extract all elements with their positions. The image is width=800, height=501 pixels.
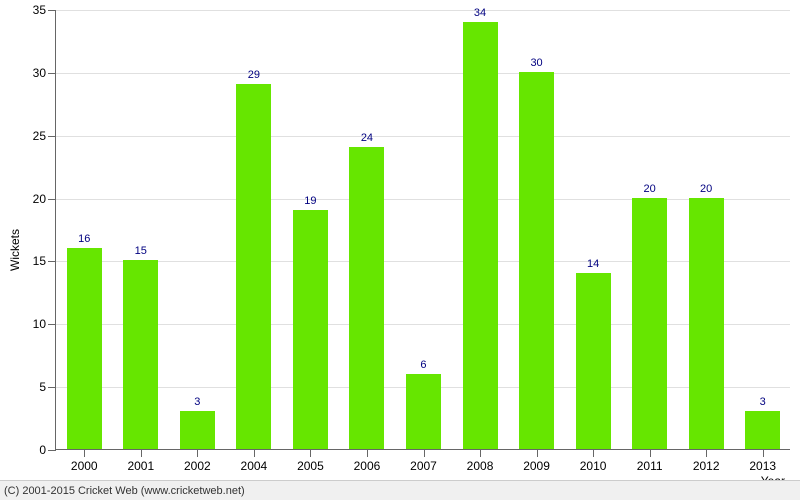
x-tick <box>197 449 198 457</box>
x-tick <box>593 449 594 457</box>
x-tick-label: 2011 <box>637 459 663 473</box>
bar: 6 <box>406 374 441 449</box>
y-tick <box>48 324 56 325</box>
x-tick-label: 2006 <box>354 459 381 473</box>
x-tick-label: 2004 <box>241 459 268 473</box>
bar: 14 <box>576 273 611 449</box>
bar-value-label: 16 <box>78 233 90 245</box>
bar: 20 <box>632 198 667 449</box>
x-tick <box>650 449 651 457</box>
x-tick-label: 2002 <box>184 459 211 473</box>
bar-value-label: 29 <box>248 69 260 81</box>
y-tick-label: 30 <box>33 66 46 80</box>
y-tick <box>48 73 56 74</box>
bar: 15 <box>123 260 158 449</box>
x-tick-label: 2007 <box>410 459 437 473</box>
x-tick <box>763 449 764 457</box>
bar-value-label: 19 <box>304 195 316 207</box>
bar-value-label: 3 <box>760 396 766 408</box>
y-tick-label: 10 <box>33 317 46 331</box>
x-tick <box>537 449 538 457</box>
x-tick <box>254 449 255 457</box>
bar-value-label: 15 <box>135 245 147 257</box>
y-tick-label: 35 <box>33 3 46 17</box>
bar: 3 <box>745 411 780 449</box>
y-tick <box>48 261 56 262</box>
y-tick <box>48 136 56 137</box>
y-tick <box>48 450 56 451</box>
bar: 16 <box>67 248 102 449</box>
x-tick-label: 2010 <box>580 459 607 473</box>
bar: 19 <box>293 210 328 449</box>
bar: 3 <box>180 411 215 449</box>
chart-container: Wickets 16153291924634301420203 Year 051… <box>0 0 800 500</box>
bar-value-label: 20 <box>700 183 712 195</box>
bar: 24 <box>349 147 384 449</box>
y-tick-label: 20 <box>33 192 46 206</box>
x-tick <box>310 449 311 457</box>
y-axis-title: Wickets <box>8 229 22 271</box>
bars-group: 16153291924634301420203 <box>56 10 790 449</box>
x-tick <box>424 449 425 457</box>
x-tick-label: 2013 <box>749 459 776 473</box>
bar-value-label: 30 <box>530 57 542 69</box>
x-tick-label: 2001 <box>127 459 154 473</box>
x-tick-label: 2012 <box>693 459 720 473</box>
bar: 29 <box>236 84 271 449</box>
y-tick-label: 0 <box>39 443 46 457</box>
copyright-text: (C) 2001-2015 Cricket Web (www.cricketwe… <box>4 485 245 497</box>
x-tick-label: 2005 <box>297 459 324 473</box>
x-tick-label: 2000 <box>71 459 98 473</box>
x-tick <box>141 449 142 457</box>
y-tick-label: 5 <box>39 380 46 394</box>
y-tick-label: 15 <box>33 254 46 268</box>
plot-area: 16153291924634301420203 Year 05101520253… <box>55 10 790 450</box>
bar-value-label: 3 <box>194 396 200 408</box>
bar: 34 <box>463 22 498 449</box>
x-tick <box>480 449 481 457</box>
copyright-footer: (C) 2001-2015 Cricket Web (www.cricketwe… <box>0 480 800 500</box>
x-tick <box>84 449 85 457</box>
bar-value-label: 14 <box>587 258 599 270</box>
bar-value-label: 34 <box>474 7 486 19</box>
y-tick <box>48 199 56 200</box>
x-tick <box>367 449 368 457</box>
x-tick-label: 2009 <box>523 459 550 473</box>
bar-value-label: 20 <box>644 183 656 195</box>
bar: 20 <box>689 198 724 449</box>
bar-value-label: 6 <box>420 359 426 371</box>
x-tick-label: 2008 <box>467 459 494 473</box>
x-tick <box>706 449 707 457</box>
y-tick-label: 25 <box>33 129 46 143</box>
y-tick <box>48 10 56 11</box>
y-tick <box>48 387 56 388</box>
bar-value-label: 24 <box>361 132 373 144</box>
bar: 30 <box>519 72 554 449</box>
